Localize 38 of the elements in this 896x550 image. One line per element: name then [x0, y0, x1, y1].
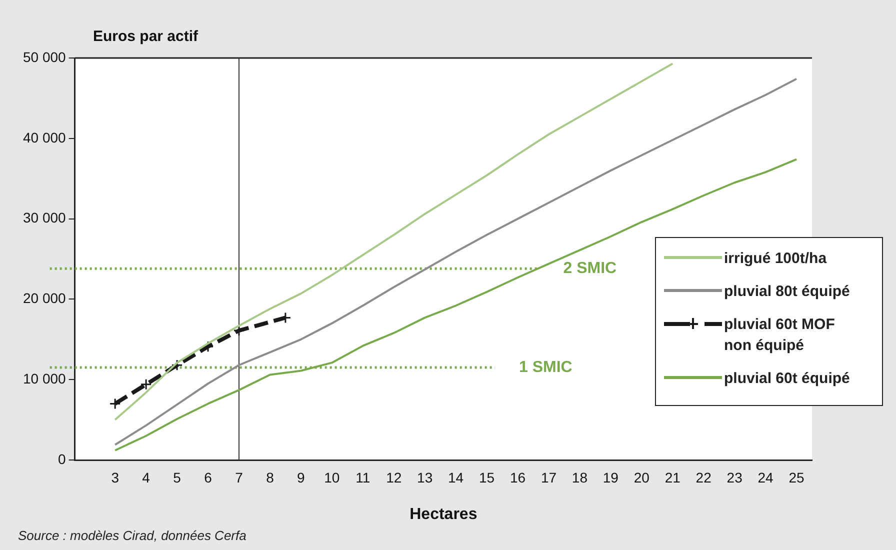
x-axis-title: Hectares: [410, 506, 478, 523]
ref-line-label: 1 SMIC: [519, 358, 573, 376]
x-tick-label: 10: [324, 469, 340, 486]
x-tick-label: 14: [448, 469, 464, 486]
x-tick-label: 20: [634, 469, 650, 486]
x-tick-label: 11: [356, 469, 370, 486]
x-tick-label: 17: [540, 469, 557, 486]
x-tick-label: 16: [510, 469, 526, 486]
x-tick-label: 21: [664, 469, 681, 486]
x-tick-label: 7: [235, 469, 244, 486]
x-tick-label: 8: [266, 469, 274, 486]
y-tick-label: 50 000: [22, 48, 66, 65]
legend-label: pluvial 80t équipé: [724, 282, 851, 302]
x-tick-label: 5: [173, 469, 182, 486]
x-tick-label: 25: [788, 469, 805, 486]
x-tick-label: 15: [478, 469, 495, 486]
y-tick-label: 20 000: [22, 290, 66, 306]
ref-line-label: 2 SMIC: [563, 260, 618, 278]
y-tick-label: 40 000: [22, 129, 66, 146]
x-tick-label: 3: [111, 469, 120, 486]
x-tick-label: 4: [142, 469, 150, 486]
x-tick-label: 24: [758, 469, 774, 486]
legend-label: pluvial 60t équipé: [724, 369, 851, 389]
x-tick-label: 6: [204, 469, 212, 486]
x-tick-label: 12: [386, 469, 402, 486]
y-tick-label: 30 000: [22, 210, 66, 226]
legend-label: irrigué 100t/ha: [724, 249, 828, 269]
x-tick-label: 19: [602, 469, 619, 486]
y-tick-label: 0: [58, 450, 66, 467]
y-axis-title: Euros par actif: [93, 28, 198, 45]
legend-label: pluvial 60t MOF non équipé: [724, 315, 836, 356]
y-tick-label: 10 000: [22, 370, 66, 386]
x-tick-label: 23: [726, 469, 743, 486]
source-note: Source : modèles Cirad, données Cerfa: [18, 528, 246, 543]
x-tick-label: 9: [297, 469, 306, 486]
x-tick-label: 13: [417, 469, 433, 486]
x-tick-label: 18: [572, 469, 588, 486]
x-tick-label: 22: [696, 469, 712, 486]
